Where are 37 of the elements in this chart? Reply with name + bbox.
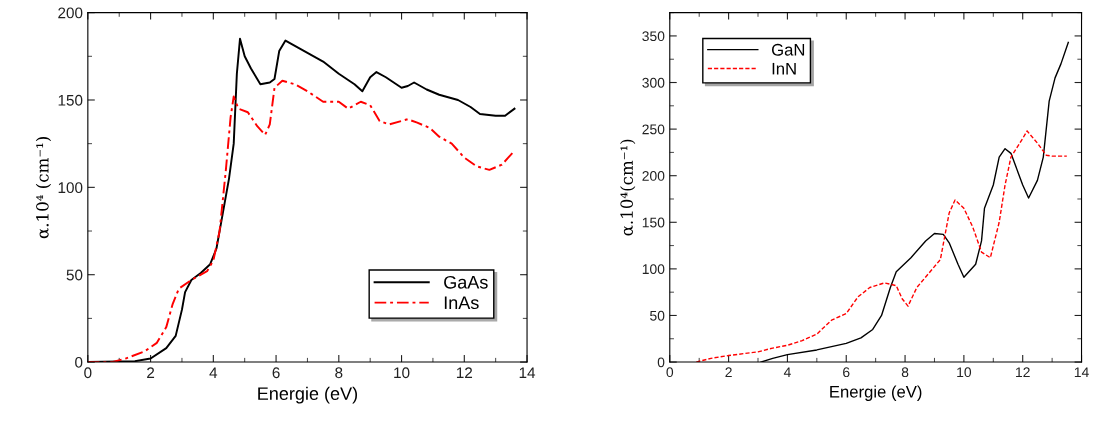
- y-tick-label: 100: [58, 182, 83, 194]
- y-tick-label: 0: [657, 357, 665, 368]
- x-tick-label: 6: [843, 367, 850, 378]
- x-tick-label: 10: [957, 367, 972, 378]
- y-tick-label: 150: [58, 94, 83, 106]
- x-tick-label: 0: [84, 367, 92, 379]
- y-tick-label: 100: [642, 264, 665, 275]
- y-tick-label: 50: [66, 269, 83, 281]
- legend-label: InAs: [444, 296, 479, 310]
- y-axis-title: α.10⁴(cm⁻¹): [620, 139, 636, 236]
- y-tick-label: 350: [642, 31, 665, 42]
- y-tick-label: 200: [642, 171, 665, 181]
- y-tick-label: 300: [642, 77, 665, 88]
- x-tick-label: 8: [901, 367, 909, 378]
- y-tick-label: 250: [642, 124, 665, 135]
- x-tick-label: 14: [519, 367, 536, 378]
- x-tick-label: 4: [783, 367, 791, 377]
- legend-label: InN: [772, 62, 796, 75]
- y-axis-title: α.10⁴ (cm⁻¹): [35, 136, 52, 239]
- x-tick-label: 6: [272, 367, 280, 379]
- x-tick-label: 12: [456, 367, 473, 378]
- x-axis-title: Energie (eV): [830, 385, 922, 401]
- x-tick-label: 2: [147, 367, 155, 378]
- y-tick-label: 200: [58, 7, 83, 19]
- x-tick-label: 2: [725, 367, 732, 377]
- x-axis-title: Energie (eV): [258, 386, 357, 404]
- legend-label: GaN: [771, 43, 805, 56]
- x-tick-label: 10: [394, 367, 410, 379]
- x-tick-label: 4: [209, 367, 218, 378]
- y-tick-label: 0: [75, 356, 83, 368]
- y-tick-label: 150: [642, 217, 665, 228]
- y-tick-label: 50: [650, 310, 665, 321]
- x-tick-label: 12: [1016, 367, 1030, 377]
- x-tick-label: 14: [1074, 367, 1089, 377]
- x-tick-label: 8: [335, 367, 343, 379]
- x-tick-label: 0: [666, 367, 674, 378]
- legend-label: GaAs: [444, 275, 488, 289]
